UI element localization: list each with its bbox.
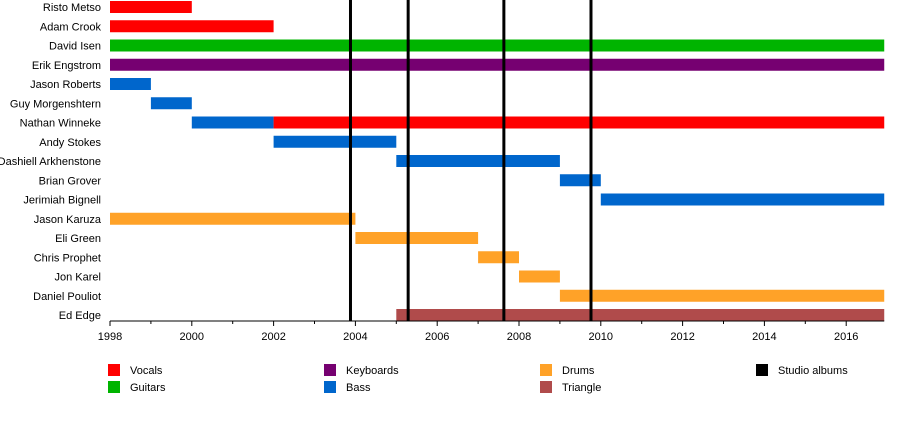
- member-labels: Risto Metso Adam Crook David Isen Erik Engs…: [0, 2, 102, 322]
- member-label: Jason Karuza: [34, 214, 102, 226]
- studio-album-line: [406, 0, 410, 321]
- member-label: Jerimiah Bignell: [23, 195, 101, 207]
- member-label: Eli Green: [55, 233, 101, 245]
- bar-bass: [191, 116, 274, 129]
- member-label: Chris Prophet: [34, 252, 101, 264]
- legend-label: Guitars: [130, 382, 166, 394]
- legend-label: Keyboards: [346, 365, 399, 377]
- bar-bass: [600, 193, 885, 206]
- x-tick-label: 2008: [507, 331, 531, 343]
- member-label: Nathan Winneke: [20, 118, 101, 130]
- bar-drums: [355, 232, 479, 244]
- member-label: Ed Edge: [59, 310, 101, 322]
- studio-album-lines: [348, 0, 593, 321]
- x-tick-label: 2016: [834, 331, 858, 343]
- studio-album-line: [589, 0, 593, 321]
- legend-swatch: [540, 364, 552, 376]
- legend-label: Triangle: [562, 382, 601, 394]
- x-tick-label: 2014: [752, 331, 776, 343]
- legend-swatch: [108, 381, 120, 393]
- member-label: Brian Grover: [39, 175, 102, 187]
- x-axis: 1998 2000 2002 2004 2006 2008 2010 2012 2014 2016: [98, 320, 885, 343]
- x-tick-label: 2006: [425, 331, 449, 343]
- bar-drums: [519, 270, 560, 283]
- bar-drums: [478, 251, 519, 264]
- bar-keyboards: [110, 58, 885, 71]
- member-label: Jon Karel: [55, 272, 101, 284]
- legend-swatch: [324, 364, 336, 376]
- member-label: Dashiell Arkhenstone: [0, 156, 101, 168]
- legend-swatch: [540, 381, 552, 393]
- studio-album-line: [348, 0, 352, 321]
- member-label: Daniel Pouliot: [33, 291, 101, 303]
- member-bars: [110, 1, 885, 321]
- bar-bass: [273, 135, 397, 148]
- bar-bass: [559, 174, 601, 187]
- legend-swatch: [324, 381, 336, 393]
- legend-swatch: [108, 364, 120, 376]
- member-label: David Isen: [49, 41, 101, 53]
- bar-drums: [110, 212, 356, 225]
- member-label: Guy Morgenshtern: [10, 98, 101, 110]
- member-label: Risto Metso: [43, 2, 101, 14]
- bar-bass: [110, 78, 151, 90]
- legend-label: Vocals: [130, 365, 163, 377]
- member-label: Erik Engstrom: [32, 60, 101, 72]
- x-tick-label: 1998: [98, 331, 122, 343]
- member-label: Andy Stokes: [39, 137, 101, 149]
- bar-bass: [150, 97, 192, 110]
- x-tick-label: 2010: [589, 331, 613, 343]
- x-tick-label: 2002: [261, 331, 285, 343]
- member-label: Jason Roberts: [30, 79, 101, 91]
- member-label: Adam Crook: [40, 21, 102, 33]
- bar-vocals: [110, 1, 192, 13]
- legend-label: Studio albums: [778, 365, 848, 377]
- legend-label: Drums: [562, 365, 595, 377]
- bar-bass: [396, 155, 560, 167]
- bar-triangle: [396, 309, 885, 321]
- bar-vocals: [273, 116, 885, 129]
- legend-label: Bass: [346, 382, 371, 394]
- legend: Vocals Guitars Keyboards Bass Drums Triangle S…: [108, 364, 848, 394]
- studio-album-line: [502, 0, 506, 321]
- bar-drums: [559, 289, 885, 302]
- bar-guitars: [110, 39, 885, 52]
- x-tick-label: 2004: [343, 331, 367, 343]
- x-tick-label: 2012: [670, 331, 694, 343]
- legend-swatch: [756, 364, 768, 376]
- x-tick-label: 2000: [180, 331, 204, 343]
- bar-vocals: [110, 20, 274, 33]
